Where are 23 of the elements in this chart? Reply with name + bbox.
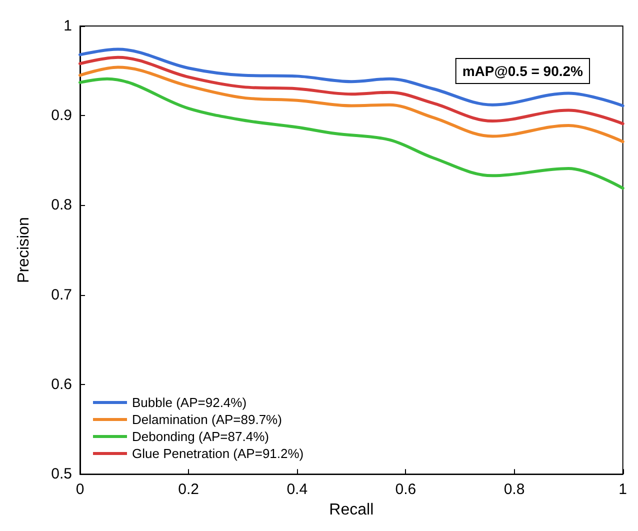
x-axis-title: Recall	[329, 502, 374, 518]
y-tick-label: 0.5	[51, 466, 72, 483]
legend-label: Delamination (AP=89.7%)	[132, 412, 282, 427]
legend-label: Glue Penetration (AP=91.2%)	[132, 446, 304, 461]
y-tick-label: 1	[64, 18, 72, 34]
line-series	[78, 56, 624, 126]
annotation: mAP@0.5 = 90.2%	[462, 63, 584, 79]
x-tick-label: 1	[618, 481, 627, 498]
x-tick-label: 0.2	[178, 481, 199, 498]
y-tick-label: 0.9	[51, 107, 72, 124]
y-tick-label: 0.6	[51, 376, 72, 393]
line-series	[78, 48, 624, 108]
x-tick-label: 0	[76, 481, 84, 498]
x-tick-label: 0.8	[504, 481, 525, 498]
line-series	[78, 77, 624, 190]
y-tick-label: 0.8	[51, 196, 72, 214]
line-series	[78, 66, 624, 144]
y-axis-title: Precision	[16, 217, 32, 283]
x-tick-label: 0.4	[286, 481, 308, 498]
x-tick-label: 0.6	[395, 481, 416, 498]
legend-label: Debonding (AP=87.4%)	[132, 429, 269, 444]
legend-label: Bubble (AP=92.4%)	[132, 395, 247, 410]
y-tick-label: 0.7	[51, 286, 72, 304]
